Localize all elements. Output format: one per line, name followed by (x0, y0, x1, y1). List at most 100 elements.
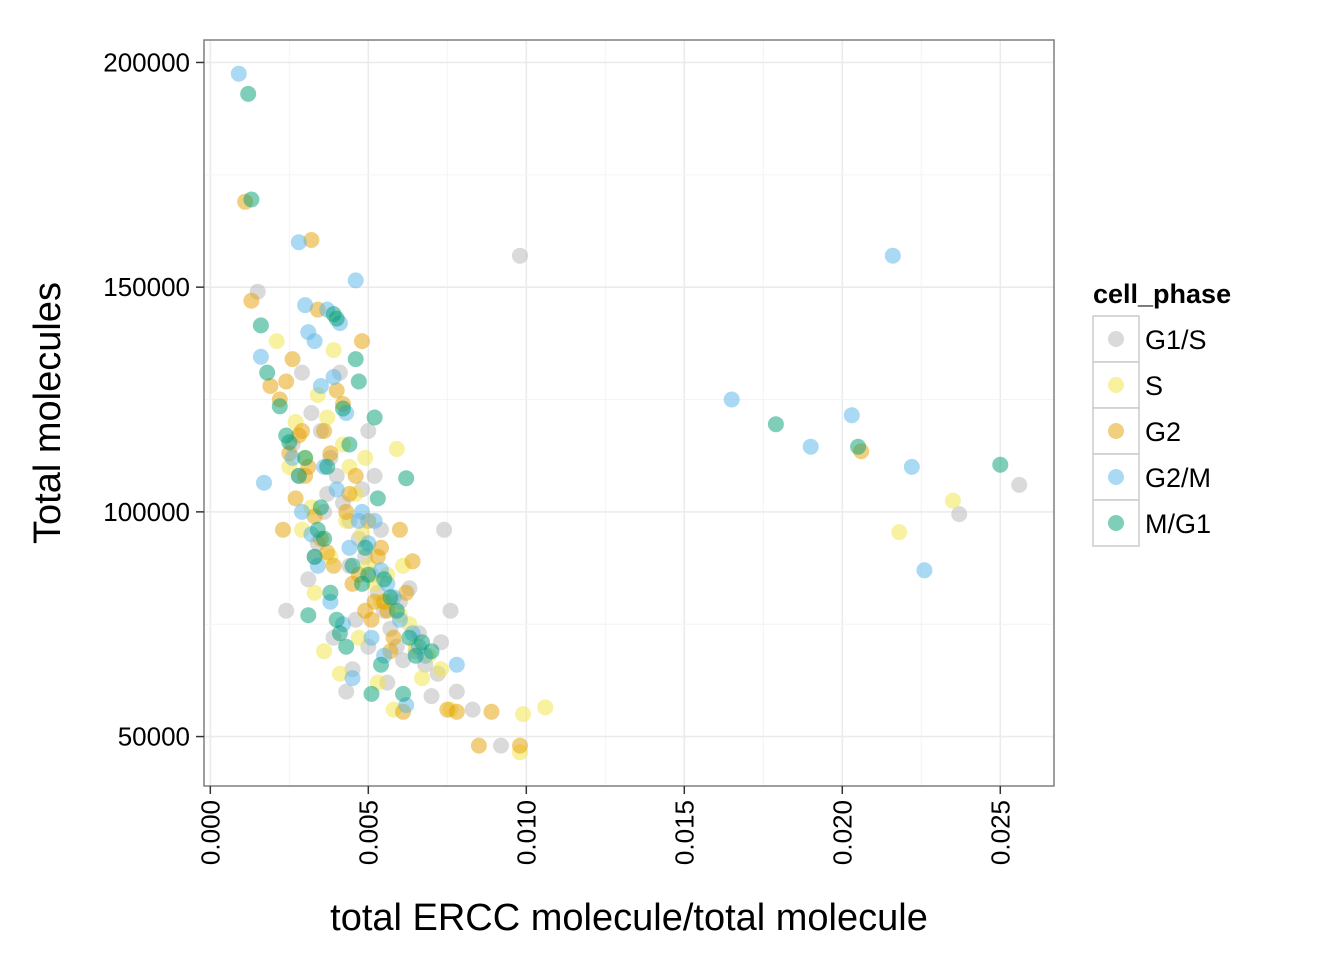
y-axis: 50000 100000 150000 200000 (103, 47, 204, 752)
panel-border (203, 39, 1055, 787)
data-point (312, 378, 329, 394)
data-point (306, 333, 323, 350)
data-point (325, 369, 342, 385)
data-point (366, 512, 383, 529)
legend-key-symbol (1108, 515, 1124, 531)
data-point (363, 685, 380, 702)
data-point (423, 643, 440, 660)
data-point (316, 643, 333, 660)
data-point (448, 703, 465, 720)
data-point (319, 409, 336, 426)
data-point (360, 423, 377, 439)
data-point (325, 557, 342, 574)
data-point (335, 400, 351, 417)
data-point (916, 562, 933, 579)
data-point (951, 506, 968, 523)
data-point (306, 548, 323, 565)
data-point (312, 499, 329, 516)
data-point (433, 661, 449, 678)
data-point (470, 737, 487, 754)
data-point (303, 232, 320, 248)
data-point (414, 670, 430, 687)
legend-key-symbol (1108, 331, 1124, 347)
data-point (243, 191, 260, 208)
data-point (357, 539, 374, 556)
data-point (391, 521, 408, 538)
y-axis-title: Total molecules (27, 282, 69, 544)
legend-label: M/G1 (1145, 509, 1211, 539)
data-point (448, 683, 465, 700)
data-point (944, 492, 961, 509)
data-point (350, 512, 367, 529)
data-point (341, 539, 358, 556)
data-point (309, 521, 326, 538)
data-point (331, 665, 348, 682)
data-point (512, 737, 528, 754)
data-point (303, 405, 320, 421)
data-point (344, 670, 361, 687)
data-point (1011, 476, 1028, 493)
data-point (284, 351, 301, 368)
data-point (240, 85, 257, 102)
data-point (350, 373, 367, 390)
data-point (369, 490, 386, 507)
data-point (802, 438, 819, 455)
data-point (271, 398, 288, 415)
data-point (278, 602, 295, 619)
data-point (268, 333, 285, 350)
data-point (278, 373, 295, 390)
data-point (338, 683, 355, 700)
data-point (338, 638, 355, 655)
data-point (891, 524, 908, 541)
data-point (328, 611, 345, 628)
data-point (294, 364, 310, 381)
data-point (423, 688, 440, 705)
data-point (767, 416, 784, 433)
data-point (322, 445, 339, 462)
data-point (357, 449, 374, 466)
data-point (297, 449, 314, 466)
data-point (300, 571, 317, 588)
data-points (230, 65, 1028, 761)
data-point (369, 548, 386, 565)
data-point (347, 351, 364, 368)
x-tick-label: 0.010 (511, 800, 541, 865)
data-point (483, 703, 500, 720)
data-point (328, 481, 345, 498)
data-point (376, 571, 393, 588)
data-point (464, 701, 481, 718)
data-point (493, 737, 509, 754)
data-point (294, 503, 310, 520)
data-point (290, 234, 307, 251)
data-point (328, 382, 345, 399)
data-point (256, 474, 272, 491)
x-tick-label: 0.020 (827, 800, 857, 865)
data-point (884, 247, 901, 264)
data-point (850, 438, 867, 455)
data-point (992, 456, 1009, 473)
data-point (341, 436, 358, 453)
data-point (297, 297, 314, 314)
data-point (341, 485, 358, 502)
data-point (407, 647, 424, 664)
data-point (385, 629, 402, 646)
data-point (366, 467, 383, 484)
data-point (328, 310, 345, 327)
legend-label: G1/S (1145, 325, 1207, 355)
data-point (331, 625, 348, 642)
data-point (723, 391, 740, 408)
data-point (366, 409, 383, 426)
data-point (262, 378, 279, 394)
data-point (843, 407, 860, 424)
x-tick-label: 0.005 (353, 800, 383, 865)
data-point (388, 441, 405, 457)
data-point (325, 342, 342, 359)
data-point (284, 449, 301, 466)
data-point (252, 348, 269, 365)
data-point (401, 629, 418, 646)
x-tick-label: 0.025 (985, 800, 1015, 865)
data-point (354, 333, 370, 350)
legend-title: cell_phase (1093, 279, 1231, 309)
data-point (388, 602, 405, 619)
data-point (350, 629, 367, 646)
